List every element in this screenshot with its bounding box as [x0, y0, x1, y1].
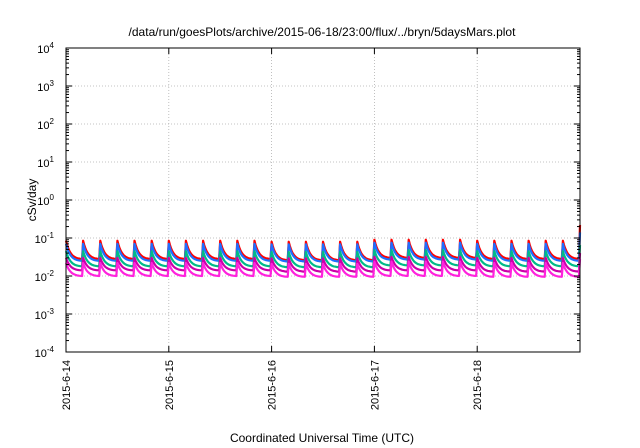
y-tick-label: 104: [37, 41, 54, 56]
chart-title: /data/run/goesPlots/archive/2015-06-18/2…: [129, 25, 517, 39]
y-axis-label: cSv/day: [25, 179, 39, 222]
x-tick-label: 2015-6-15: [164, 360, 176, 410]
x-axis-label: Coordinated Universal Time (UTC): [230, 431, 414, 445]
plot-frame: [65, 47, 581, 353]
series-line-5: [64, 258, 582, 278]
grid-lines: [66, 48, 580, 352]
x-tick-label: 2015-6-18: [472, 360, 484, 410]
y-tick-label: 10-1: [35, 231, 55, 246]
y-tick-label: 101: [37, 155, 54, 170]
x-tick-label: 2015-6-16: [267, 360, 279, 410]
series-line-1: [64, 224, 582, 262]
y-tick-label: 102: [37, 117, 54, 132]
series-lines: [64, 224, 582, 278]
y-tick-label: 100: [37, 193, 54, 208]
y-tick-label: 10-4: [35, 345, 55, 360]
series-line-3: [64, 245, 582, 269]
series-line-2: [64, 232, 582, 263]
series-line-4: [64, 253, 582, 273]
x-tick-label: 2015-6-14: [61, 360, 73, 410]
y-tick-label: 10-2: [35, 269, 55, 284]
axis-ticks: 104 103 102 101 100 10-1 10-2 10-3 10-4 2015-6-14…: [35, 41, 580, 410]
y-tick-label: 10-3: [35, 307, 55, 322]
y-tick-label: 103: [37, 79, 54, 94]
x-tick-label: 2015-6-17: [369, 360, 381, 410]
